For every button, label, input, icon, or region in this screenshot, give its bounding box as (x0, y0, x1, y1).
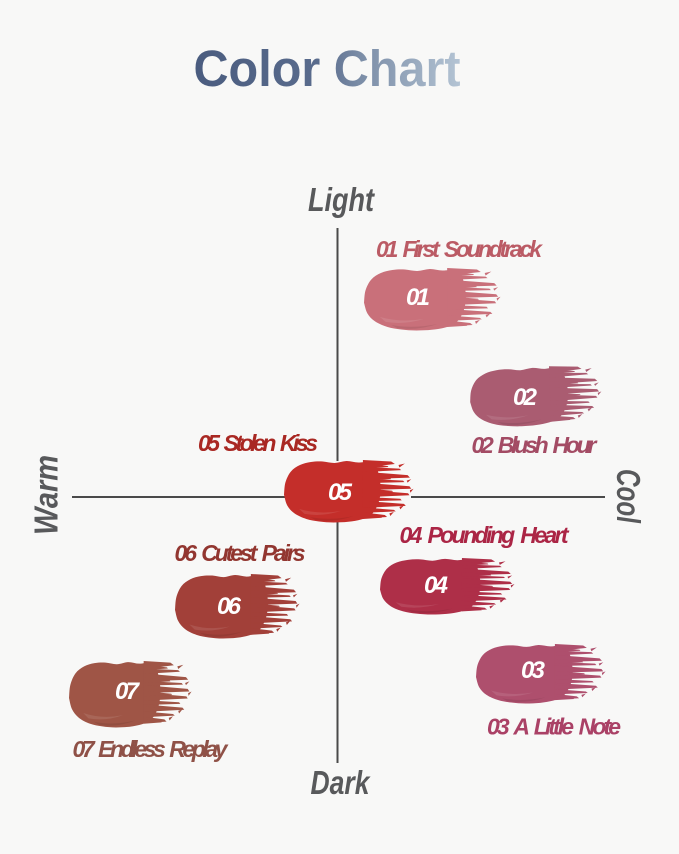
svg-text:05 Stolen Kiss: 05 Stolen Kiss (198, 430, 318, 456)
svg-text:01 First Soundtrack: 01 First Soundtrack (376, 236, 543, 262)
svg-text:Cool: Cool (610, 469, 647, 524)
svg-text:04: 04 (424, 572, 448, 599)
svg-text:Light: Light (308, 181, 376, 218)
svg-text:Color Chart: Color Chart (194, 40, 461, 97)
svg-text:07 Endless Replay: 07 Endless Replay (73, 736, 229, 762)
svg-text:01: 01 (406, 284, 430, 311)
svg-text:04 Pounding Heart: 04 Pounding Heart (400, 522, 570, 548)
svg-text:06 Cutest Pairs: 06 Cutest Pairs (175, 540, 306, 566)
svg-text:Warm: Warm (28, 455, 65, 535)
svg-text:05: 05 (328, 479, 353, 506)
svg-text:02 Blush Hour: 02 Blush Hour (472, 432, 598, 458)
svg-text:07: 07 (115, 678, 141, 705)
svg-text:Dark: Dark (311, 764, 371, 801)
svg-text:06: 06 (217, 593, 242, 620)
svg-text:03: 03 (521, 657, 546, 684)
svg-text:02: 02 (513, 384, 538, 411)
svg-text:03 A Little Note: 03 A Little Note (487, 714, 621, 740)
